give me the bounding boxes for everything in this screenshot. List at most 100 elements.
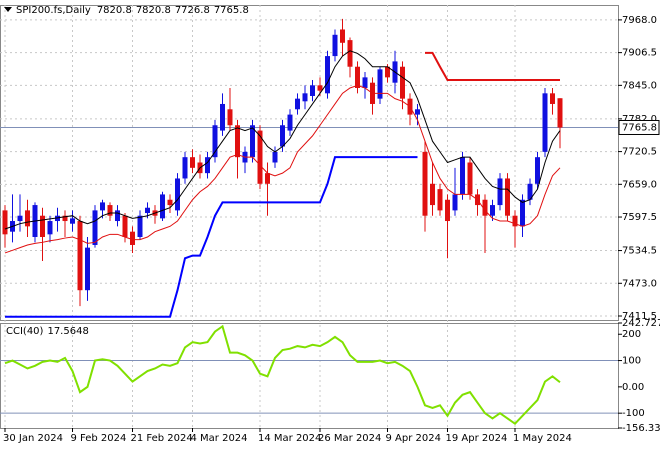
candle-body xyxy=(400,66,405,99)
candle-body xyxy=(385,66,390,78)
candle-body xyxy=(340,29,345,43)
candle-body xyxy=(272,151,278,163)
indicator-line xyxy=(4,50,561,230)
candle-body xyxy=(557,98,563,128)
candle-body xyxy=(280,125,285,147)
candle-body xyxy=(70,218,75,224)
candle-body xyxy=(62,215,68,222)
candle-body xyxy=(415,109,420,115)
candle-body xyxy=(190,157,195,168)
candle-body xyxy=(122,215,128,237)
y-tick-label: 200 xyxy=(622,329,641,340)
candle-body xyxy=(250,125,255,158)
x-tick-label: 4 Mar 2024 xyxy=(191,433,248,444)
candle-body xyxy=(160,194,165,219)
candle-body xyxy=(332,34,338,57)
y-tick-label: 100 xyxy=(622,356,641,367)
open-value: 7820.8 xyxy=(97,5,132,16)
y-tick-label: 7597.5 xyxy=(622,212,657,223)
candle-body xyxy=(505,178,510,216)
candle-body xyxy=(265,173,270,184)
candle-body xyxy=(130,231,135,245)
candle-body xyxy=(490,205,495,216)
candle-body xyxy=(175,178,180,211)
x-tick-label: 9 Feb 2024 xyxy=(71,433,127,444)
candle-body xyxy=(25,210,30,227)
candle-body xyxy=(145,207,150,214)
candle-body xyxy=(422,151,428,216)
y-tick-label: 7411.5 xyxy=(622,311,657,322)
candle-body xyxy=(257,130,263,184)
candle-body xyxy=(115,210,120,222)
candle-body xyxy=(77,221,83,291)
candle-body xyxy=(220,103,225,131)
candle-body xyxy=(467,162,473,195)
y-tick-label: -100 xyxy=(622,408,645,419)
candle-body xyxy=(137,215,143,237)
candle-body xyxy=(535,157,540,184)
candle-body xyxy=(527,183,533,200)
indicator-line xyxy=(5,156,418,318)
candle-body xyxy=(520,199,525,227)
candle-body xyxy=(85,247,90,291)
cci-line xyxy=(4,324,561,426)
candle-body xyxy=(437,189,443,211)
y-tick-label: 7782.0 xyxy=(622,114,657,125)
y-tick-label: 7906.5 xyxy=(622,48,657,59)
candle-body xyxy=(40,215,45,237)
candle-body xyxy=(482,199,488,216)
candle-body xyxy=(182,157,188,179)
candle-body xyxy=(347,40,353,67)
candle-body xyxy=(47,221,53,235)
y-tick-label: 7659.0 xyxy=(622,179,657,190)
candle-body xyxy=(302,93,308,102)
y-tick-label: -156.3304 xyxy=(622,423,660,434)
candle-body xyxy=(55,215,60,222)
candle-body xyxy=(445,199,450,222)
indicator-line xyxy=(425,51,560,82)
candle-body xyxy=(92,210,98,245)
menu-arrow xyxy=(4,7,12,12)
candle-body xyxy=(497,178,503,206)
x-tick-label: 1 May 2024 xyxy=(513,433,572,444)
high-value: 7820.8 xyxy=(136,5,171,16)
y-tick-label: 7473.0 xyxy=(622,278,657,289)
close-value: 7765.8 xyxy=(214,5,249,16)
cci-title: CCI(40) xyxy=(6,326,44,337)
candle-body xyxy=(212,125,218,158)
current-price-label: 7765.8 xyxy=(622,122,657,133)
candle-body xyxy=(317,85,323,91)
price-panel xyxy=(0,5,619,321)
cci-header: CCI(40) 17.5648 xyxy=(6,326,89,337)
candle-body xyxy=(17,215,23,222)
x-tick-label: 9 Apr 2024 xyxy=(386,433,441,444)
candle-body xyxy=(167,199,173,206)
x-tick-label: 21 Feb 2024 xyxy=(131,433,193,444)
current-price-box xyxy=(618,119,660,135)
x-tick-label: 30 Jan 2024 xyxy=(3,433,63,444)
candle-body xyxy=(100,202,105,211)
x-tick-label: 19 Apr 2024 xyxy=(446,433,508,444)
y-tick-label: 0.00 xyxy=(622,382,644,393)
candle-body xyxy=(235,125,240,158)
candle-body xyxy=(325,56,330,94)
candle-body xyxy=(452,194,458,211)
y-tick-label: 7720.5 xyxy=(622,147,657,158)
candle-body xyxy=(377,69,383,99)
y-tick-label: 242.7276 xyxy=(622,318,660,329)
candle-body xyxy=(355,66,360,89)
candle-body xyxy=(2,210,8,235)
indicator-line xyxy=(4,84,561,254)
candle-body xyxy=(287,114,293,131)
x-tick-label: 14 Mar 2024 xyxy=(258,433,321,444)
candle-body xyxy=(362,77,368,89)
candle-body xyxy=(550,93,555,104)
candle-body xyxy=(295,98,300,110)
candle-body xyxy=(205,157,210,174)
y-tick-label: 7968.0 xyxy=(622,15,657,26)
candle-body xyxy=(512,215,518,227)
candle-body xyxy=(107,205,113,216)
candle-body xyxy=(430,183,435,206)
